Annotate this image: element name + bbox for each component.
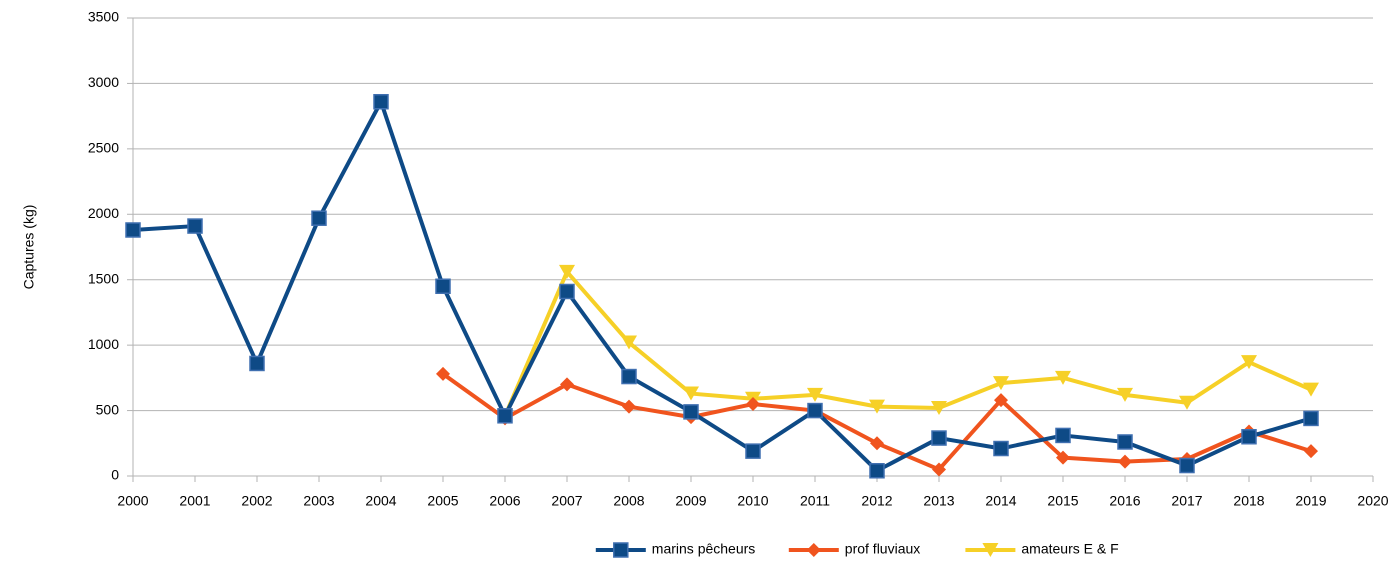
legend-label: prof fluviaux <box>845 541 920 557</box>
marker <box>621 335 637 350</box>
x-tick-label: 2012 <box>861 493 892 509</box>
y-tick-label: 1500 <box>88 270 119 286</box>
x-tick-label: 2003 <box>303 493 334 509</box>
x-tick-label: 2007 <box>551 493 582 509</box>
marker <box>1241 428 1257 445</box>
y-tick-label: 0 <box>111 467 119 483</box>
x-tick-label: 2011 <box>800 493 830 509</box>
x-tick-label: 2008 <box>613 493 644 509</box>
marker <box>993 376 1009 391</box>
legend-label: marins pêcheurs <box>652 541 756 557</box>
marker <box>683 386 699 401</box>
marker <box>622 399 636 414</box>
marker <box>869 463 885 479</box>
x-tick-label: 2002 <box>241 493 272 509</box>
series <box>497 264 1319 423</box>
x-tick-label: 2013 <box>923 493 954 509</box>
legend-marker <box>806 543 821 557</box>
marker <box>435 278 451 295</box>
marker <box>249 355 265 372</box>
marker <box>621 368 637 385</box>
marker <box>311 210 327 226</box>
marker <box>931 430 947 446</box>
legend-marker <box>613 542 629 558</box>
marker <box>1303 410 1319 427</box>
marker <box>1055 370 1071 385</box>
marker <box>560 377 574 392</box>
y-tick-label: 500 <box>96 401 120 417</box>
y-axis-label: Captures (kg) <box>21 205 37 290</box>
x-tick-label: 2000 <box>117 493 148 509</box>
marker <box>1179 395 1195 410</box>
x-tick-label: 2005 <box>427 493 458 509</box>
marker <box>932 462 946 477</box>
marker <box>1304 444 1318 459</box>
y-tick-label: 2500 <box>88 140 119 156</box>
marker <box>559 264 575 279</box>
x-tick-label: 2015 <box>1047 493 1078 509</box>
marker <box>373 93 389 110</box>
y-tick-label: 3000 <box>88 74 119 90</box>
y-tick-label: 3500 <box>88 9 119 25</box>
marker <box>1055 427 1071 444</box>
x-tick-label: 2009 <box>675 493 706 509</box>
x-tick-label: 2010 <box>737 493 768 509</box>
legend-marker <box>982 543 999 557</box>
y-tick-label: 2000 <box>88 205 119 221</box>
marker <box>125 222 141 238</box>
marker <box>870 436 884 451</box>
marker <box>746 397 760 412</box>
marker <box>1118 454 1132 469</box>
x-tick-label: 2020 <box>1357 493 1388 509</box>
marker <box>807 387 823 402</box>
x-tick-label: 2017 <box>1171 493 1202 509</box>
marker <box>1303 382 1319 397</box>
marker <box>993 440 1009 457</box>
x-tick-label: 2006 <box>489 493 520 509</box>
marker <box>497 408 513 424</box>
legend-label: amateurs E & F <box>1021 541 1118 557</box>
x-tick-label: 2018 <box>1233 493 1264 509</box>
y-tick-label: 1000 <box>88 336 119 352</box>
marker <box>187 218 203 234</box>
x-tick-label: 2016 <box>1109 493 1140 509</box>
x-tick-label: 2019 <box>1295 493 1326 509</box>
series <box>125 93 1319 479</box>
marker <box>869 399 885 414</box>
marker <box>807 402 823 419</box>
marker <box>436 366 450 381</box>
marker <box>745 443 761 459</box>
marker <box>683 404 699 420</box>
marker <box>1241 355 1257 370</box>
line <box>441 372 1312 472</box>
marker <box>931 400 947 415</box>
marker <box>559 283 575 300</box>
x-tick-label: 2001 <box>179 493 210 509</box>
line <box>503 269 1312 417</box>
marker <box>1056 450 1070 465</box>
marker <box>1117 434 1133 450</box>
x-tick-label: 2004 <box>365 493 396 509</box>
marker <box>1179 457 1195 474</box>
x-tick-label: 2014 <box>985 493 1016 509</box>
marker <box>1117 387 1133 402</box>
line <box>132 99 1312 473</box>
marker <box>994 393 1008 408</box>
